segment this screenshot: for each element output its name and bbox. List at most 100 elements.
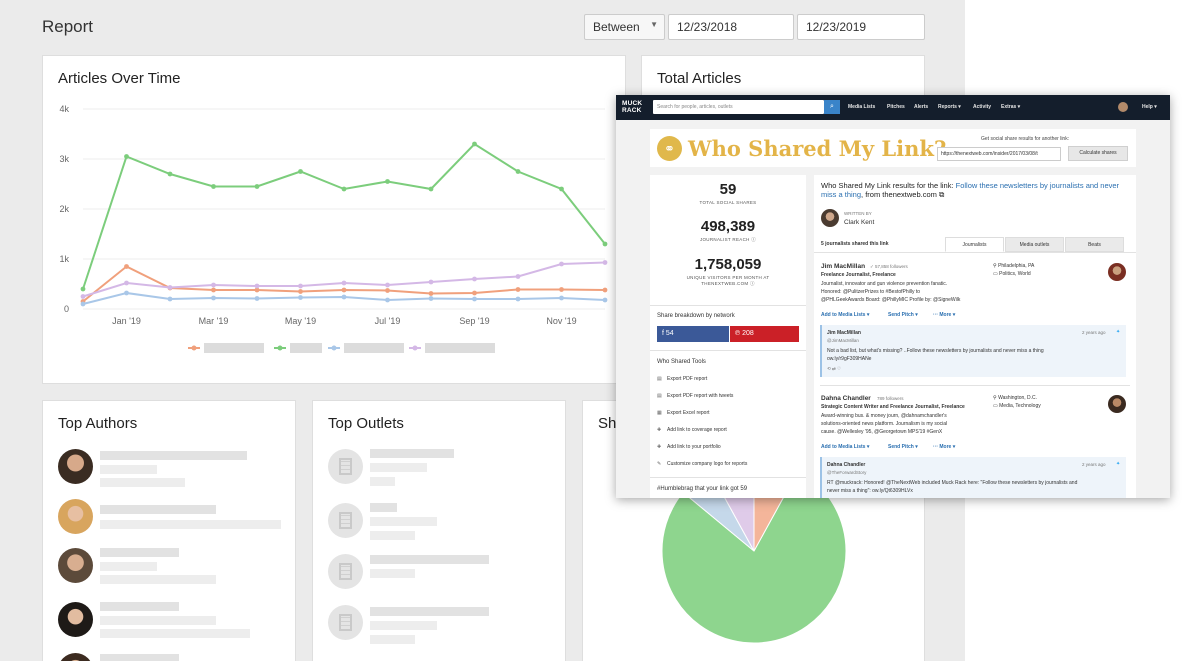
nav-pitches[interactable]: Pitches (887, 104, 905, 110)
data-point[interactable] (515, 296, 521, 302)
tweet-handle: @TheForwardStory (827, 470, 867, 475)
data-point[interactable] (428, 291, 434, 296)
nav-media-lists[interactable]: Media Lists (848, 104, 876, 110)
data-point[interactable] (124, 264, 129, 269)
calculate-shares-button[interactable]: Calculate shares (1068, 146, 1128, 161)
search-input[interactable]: Search for people, articles, outlets (653, 100, 824, 114)
data-point[interactable] (298, 283, 303, 289)
facebook-share-count[interactable]: f 54 (657, 326, 729, 342)
add-portfolio-link[interactable]: ✚ Add link to your portfolio (657, 444, 721, 450)
data-point[interactable] (298, 289, 303, 294)
facebook-count: 54 (665, 330, 674, 337)
data-point[interactable] (341, 287, 347, 293)
data-point[interactable] (254, 287, 260, 293)
start-date-input[interactable]: 12/23/2018 (668, 14, 794, 40)
data-point[interactable] (341, 186, 347, 192)
data-point[interactable] (515, 169, 521, 174)
nav-extras[interactable]: Extras ▾ (1001, 104, 1021, 110)
nav-alerts[interactable]: Alerts (914, 104, 929, 110)
stats-sidebar: 59 TOTAL SOCIAL SHARES 498,389 JOURNALIS… (650, 175, 806, 498)
data-point[interactable] (80, 294, 86, 299)
data-point[interactable] (602, 260, 608, 265)
data-point[interactable] (472, 296, 477, 302)
search-icon[interactable]: ⌕ (824, 100, 840, 114)
data-point[interactable] (515, 274, 521, 279)
data-point[interactable] (559, 295, 564, 301)
data-point[interactable] (167, 171, 173, 177)
send-pitch-button[interactable]: Send Pitch ▾ (888, 444, 918, 450)
send-pitch-button[interactable]: Send Pitch ▾ (888, 312, 918, 318)
data-point[interactable] (559, 261, 564, 267)
data-point[interactable] (385, 179, 390, 184)
location-icon: ⚲ (993, 263, 999, 269)
more-button[interactable]: ··· More ▾ (933, 312, 956, 318)
data-point[interactable] (211, 282, 216, 288)
end-date-input[interactable]: 12/23/2019 (797, 14, 925, 40)
journalists-count: 5 journalists shared this link (821, 241, 889, 247)
pinterest-share-count[interactable]: ℗ 208 (730, 326, 799, 342)
url-input[interactable]: https://thenextweb.com/insider/2017/03/0… (937, 147, 1061, 161)
data-point[interactable] (167, 296, 173, 302)
tab-media-outlets[interactable]: Media outlets (1005, 237, 1064, 252)
data-point[interactable] (211, 287, 216, 293)
top-authors-card: Top Authors (42, 400, 296, 661)
journalist-bio: Award-winning bus. & money journ, @dahna… (821, 413, 947, 419)
tab-journalists[interactable]: Journalists (945, 237, 1004, 252)
tab-beats[interactable]: Beats (1065, 237, 1124, 252)
data-point[interactable] (602, 241, 608, 247)
data-point[interactable] (472, 276, 477, 282)
data-point[interactable] (602, 297, 608, 303)
legend-label-placeholder (204, 343, 264, 353)
export-pdf-tweets-link[interactable]: ▤ Export PDF report with tweets (657, 393, 733, 399)
data-point[interactable] (385, 282, 390, 288)
nav-activity[interactable]: Activity (973, 104, 992, 110)
data-point[interactable] (472, 290, 477, 296)
tweet-actions-icon[interactable]: ⟲ ⇄ ♡ (827, 366, 842, 371)
data-point[interactable] (428, 296, 434, 301)
data-point[interactable] (80, 301, 86, 307)
data-point[interactable] (428, 279, 434, 285)
data-point[interactable] (254, 184, 260, 189)
data-point[interactable] (254, 296, 260, 301)
export-excel-link[interactable]: ▦ Export Excel report (657, 410, 710, 416)
data-point[interactable] (515, 287, 521, 292)
data-point[interactable] (211, 184, 216, 189)
data-point[interactable] (428, 186, 434, 192)
muckrack-logo[interactable]: MUCK RACK (622, 100, 646, 115)
author-link[interactable]: Clark Kent (844, 219, 875, 226)
data-point[interactable] (124, 154, 129, 159)
legend-marker (331, 345, 337, 351)
data-point[interactable] (472, 141, 477, 147)
add-to-media-lists-button[interactable]: Add to Media Lists ▾ (821, 444, 870, 450)
data-point[interactable] (167, 285, 173, 290)
data-point[interactable] (341, 280, 347, 286)
journalist-name[interactable]: Dahna Chandler (821, 395, 871, 402)
data-point[interactable] (559, 186, 564, 192)
range-mode-select[interactable]: Between ▼ (584, 14, 665, 40)
data-point[interactable] (298, 295, 303, 300)
add-to-media-lists-button[interactable]: Add to Media Lists ▾ (821, 312, 870, 318)
data-point[interactable] (80, 286, 86, 292)
data-point[interactable] (385, 297, 390, 303)
data-point[interactable] (124, 290, 129, 296)
data-point[interactable] (211, 295, 216, 301)
add-coverage-link[interactable]: ✚ Add link to coverage report (657, 427, 727, 433)
more-button[interactable]: ··· More ▾ (933, 444, 956, 450)
data-point[interactable] (298, 169, 303, 174)
results-link[interactable]: Follow these newsletters by journalists … (821, 181, 1120, 199)
nav-help[interactable]: Help ▾ (1142, 104, 1157, 110)
export-pdf-link[interactable]: ▤ Export PDF report (657, 376, 707, 382)
data-point[interactable] (602, 287, 608, 293)
journalist-name[interactable]: Jim MacMillan (821, 263, 866, 270)
data-point[interactable] (385, 288, 390, 293)
nav-reports[interactable]: Reports ▾ (938, 104, 961, 110)
customize-logo-link[interactable]: ✎ Customize company logo for reports (657, 461, 747, 467)
data-point[interactable] (124, 280, 129, 286)
tweet-link[interactable]: ow.ly/r9gF309HANe (827, 356, 872, 362)
plus-icon: ✚ (657, 444, 662, 450)
journalist-avatar (1108, 395, 1126, 413)
data-point[interactable] (254, 283, 260, 289)
data-point[interactable] (341, 294, 347, 300)
data-point[interactable] (559, 287, 564, 292)
user-avatar[interactable] (1118, 102, 1128, 112)
